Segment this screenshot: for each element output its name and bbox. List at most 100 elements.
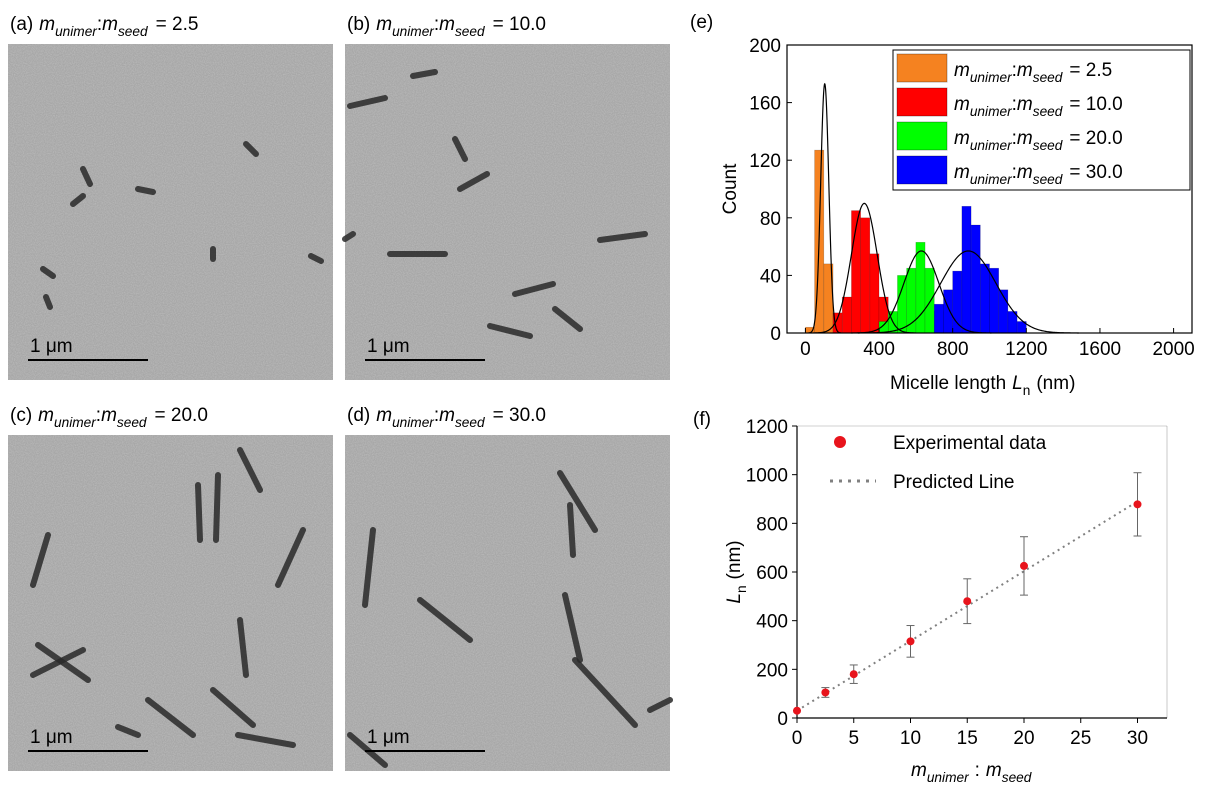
micelle (562, 592, 583, 663)
micelle (452, 136, 468, 162)
tem-noise (345, 44, 670, 380)
x-tick-label: 2000 (1152, 339, 1194, 360)
text-part: = 10.0 (493, 14, 546, 35)
text-part: m (376, 405, 392, 426)
subscript: seed (1033, 70, 1063, 85)
x-tick-label: 20 (1013, 728, 1034, 749)
micelle (487, 323, 533, 339)
y-tick-label: 160 (749, 94, 781, 115)
y-tick-label: 0 (777, 709, 788, 730)
micelle (557, 470, 598, 533)
data-point (1019, 561, 1028, 570)
text-part: m (954, 128, 970, 149)
text-part: m (101, 405, 117, 426)
subscript: unimer (927, 770, 970, 785)
micelle (567, 502, 576, 558)
legend-swatch (896, 121, 948, 151)
y-tick-label: 800 (756, 514, 788, 535)
x-tick-label: 30 (1127, 728, 1148, 749)
micelle (417, 597, 473, 643)
x-tick-label: 1200 (1005, 339, 1047, 360)
micelle (30, 532, 51, 588)
text-part: m (954, 162, 970, 183)
text-part: = 20.0 (155, 405, 208, 426)
text-part: : (434, 14, 439, 35)
micelle (237, 447, 263, 493)
text-part: m (439, 405, 455, 426)
text-part: : (97, 14, 102, 35)
text-part: (b) (347, 14, 370, 35)
fit-curve (808, 82, 842, 334)
text-part: : (434, 405, 439, 426)
text-part: (c) (10, 405, 32, 426)
x-tick-label: 0 (800, 339, 811, 360)
micelle (308, 253, 324, 264)
y-tick-label: 200 (749, 36, 781, 57)
subscript: seed (117, 415, 147, 430)
histogram-bar (989, 267, 1000, 334)
x-tick-label: 15 (957, 728, 978, 749)
histogram-bar (961, 205, 972, 334)
micelle (115, 724, 141, 738)
scale-bar-label: 1 μm (367, 727, 410, 748)
text-part: L (1012, 373, 1023, 394)
micelle (342, 231, 356, 242)
text-part: = 30.0 (493, 405, 546, 426)
plot-frame (786, 44, 1193, 334)
text-part: = 30.0 (1069, 162, 1122, 183)
micelle (135, 186, 156, 195)
subscript: seed (455, 24, 485, 39)
text-part: Micelle length (890, 373, 1006, 394)
fit-curve (857, 250, 1079, 334)
y-axis-label: Ln (nm) (724, 540, 749, 603)
y-tick-label: 400 (756, 612, 788, 633)
subscript: unimer (55, 24, 98, 39)
data-point (793, 706, 801, 715)
y-tick-label: 40 (760, 266, 781, 287)
micelle (572, 657, 638, 728)
x-axis-label: Micelle length Ln (nm) (890, 373, 1075, 398)
legend-swatch (896, 155, 948, 185)
scale-bar-label: 1 μm (30, 336, 73, 357)
micelle (235, 732, 296, 748)
legend-marker (834, 436, 846, 448)
legend-entry: munimer:mseed = 10.0 (954, 94, 1123, 119)
x-tick-label: 800 (937, 339, 969, 360)
legend-entry: munimer:mseed = 2.5 (954, 60, 1112, 85)
micelle (195, 482, 203, 543)
panel-title: (c) munimer:mseed = 20.0 (10, 405, 208, 430)
data-point (906, 637, 915, 646)
micelle (457, 171, 490, 192)
scale-bar-label: 1 μm (30, 727, 73, 748)
text-part: = 2.5 (1069, 60, 1112, 81)
micelle (70, 193, 86, 207)
data-point (849, 670, 858, 679)
text-part: : (1012, 162, 1017, 183)
subscript: seed (1033, 104, 1063, 119)
subscript: seed (455, 415, 485, 430)
micelle (275, 527, 306, 588)
micelle (647, 697, 673, 713)
histogram-bar (933, 303, 944, 334)
text-part: m (1017, 162, 1033, 183)
x-tick-label: 1600 (1079, 339, 1121, 360)
legend-entry: Predicted Line (893, 472, 1014, 493)
micelle (597, 231, 648, 243)
histogram-bar (915, 241, 926, 334)
x-tick-label: 10 (900, 728, 921, 749)
text-part: (a) (10, 14, 33, 35)
data-point (963, 597, 972, 606)
micelle (410, 69, 438, 79)
micelle (347, 95, 388, 109)
text-part: L (724, 593, 745, 604)
micelle (43, 294, 53, 310)
panel-title: (d) munimer:mseed = 30.0 (347, 405, 546, 430)
y-tick-label: 600 (756, 563, 788, 584)
text-part: m (39, 14, 55, 35)
text-part: : (96, 405, 101, 426)
micelle (40, 266, 56, 279)
y-tick-label: 80 (760, 209, 781, 230)
text-part: : (1012, 128, 1017, 149)
subscript: seed (1033, 138, 1063, 153)
